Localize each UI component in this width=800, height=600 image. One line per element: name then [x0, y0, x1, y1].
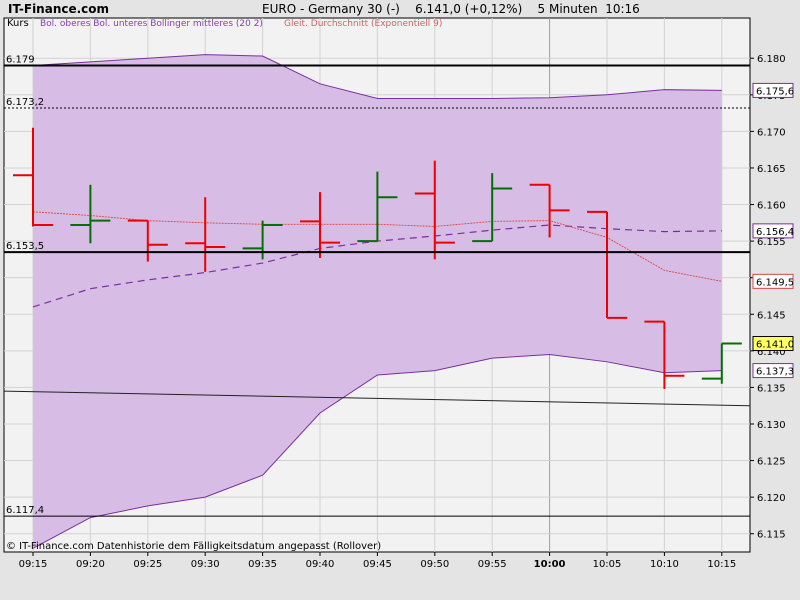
chart-title: EURO - Germany 30 (-) 6.141,0 (+0,12%) 5…: [262, 2, 640, 16]
price-tag: 6.137,3: [752, 363, 794, 379]
price-tag: 6.175,6: [752, 82, 794, 98]
bollinger-lower-line: [32, 353, 722, 549]
ohlc-bar: [357, 171, 398, 243]
ohlc-bar: [529, 183, 570, 238]
y-tick-label: 6.160: [757, 201, 786, 212]
price-tag-label: 6.175,6: [756, 86, 794, 97]
x-tick-label: 09:50: [420, 559, 449, 570]
price-tag-box: [752, 363, 794, 379]
ohlc-bar: [587, 210, 627, 319]
x-tick-label: 09:20: [76, 559, 105, 570]
reference-line-label: 6.117,4: [6, 505, 44, 516]
y-tick-label: 6.170: [757, 127, 786, 138]
bollinger-upper-line: [32, 54, 722, 99]
x-tick-label: 09:45: [363, 559, 392, 570]
y-tick-label: 6.130: [757, 420, 786, 431]
y-tick-label: 6.145: [757, 310, 786, 321]
copyright-note: © IT-Finance.com Datenhistorie dem Fälli…: [6, 541, 381, 552]
price-tag-box: [752, 223, 794, 239]
price-tags-layer: 6.175,6 6.156,4 6.149,5 6.141,0 6.137,3: [752, 82, 794, 379]
reference-line-label: 6.153,5: [6, 241, 44, 252]
ohlc-bar: [701, 342, 742, 384]
legend-bollinger: Bol. oberes Bol. unteres Bollinger mittl…: [40, 19, 263, 29]
x-tick-label: 10:15: [707, 559, 736, 570]
x-tick-label: 10:00: [534, 559, 566, 570]
y-tick-label: 6.115: [757, 530, 786, 541]
ohlc-bar: [70, 184, 111, 244]
ohlc-bar: [127, 219, 168, 262]
x-tick-label: 09:40: [306, 559, 335, 570]
x-tick-label: 09:30: [191, 559, 220, 570]
x-tick-label: 10:05: [593, 559, 622, 570]
y-tick-label: 6.120: [757, 493, 786, 504]
ohlc-bar: [414, 160, 455, 260]
price-tag: 6.156,4: [752, 223, 794, 239]
x-tick-label: 09:55: [478, 559, 507, 570]
x-tick-label: 09:15: [19, 559, 48, 570]
x-tick-label: 10:10: [650, 559, 679, 570]
price-tag-label: 6.137,3: [756, 367, 794, 378]
x-tick-label: 09:35: [248, 559, 277, 570]
reference-line-label: 6.173,2: [6, 97, 44, 108]
y-tick-label: 6.180: [757, 54, 786, 65]
bollinger-band-layer: [33, 54, 722, 549]
price-tag-label: 6.141,0: [756, 340, 794, 351]
reference-line-label: 6.179: [6, 55, 35, 66]
x-axis: 09:15 09:20 09:25 09:30 09:35 09:40 09:45 09:50…: [19, 552, 736, 570]
brand-logo-text: IT-Finance.com: [8, 2, 109, 16]
y-tick-label: 6.135: [757, 383, 786, 394]
price-tag-box: [752, 82, 794, 98]
y-tick-label: 6.125: [757, 457, 786, 468]
y-tick-label: 6.140: [757, 347, 786, 358]
y-axis: 6.1156.1206.1256.1306.1356.1406.1456.150…: [750, 54, 786, 541]
price-tag-label: 6.149,5: [756, 277, 794, 288]
price-tag: 6.141,0: [752, 336, 794, 352]
price-tag: 6.149,5: [752, 273, 794, 289]
horizontal-lines-layer: 6.179 6.173,2 6.153,5 6.117,4: [4, 55, 750, 517]
bollinger-band-fill: [33, 54, 722, 549]
ohlc-bar: [185, 197, 226, 272]
ohlc-bar: [472, 173, 513, 243]
trend-line: [3, 390, 751, 407]
ohlc-bar: [300, 192, 340, 258]
price-tag-label: 6.156,4: [756, 227, 794, 238]
y-tick-label: 6.165: [757, 164, 786, 175]
legend-ema: Gleit. Durchschnitt (Exponentiell 9): [284, 19, 442, 29]
ohlc-bar: [13, 127, 53, 227]
price-tag-box: [752, 336, 794, 352]
candles-layer: [13, 127, 742, 389]
kurs-label: Kurs: [7, 18, 29, 29]
ohlc-bar: [644, 320, 685, 389]
price-tag-box: [752, 273, 794, 289]
y-tick-label: 6.155: [757, 237, 786, 248]
x-tick-label: 09:25: [133, 559, 162, 570]
